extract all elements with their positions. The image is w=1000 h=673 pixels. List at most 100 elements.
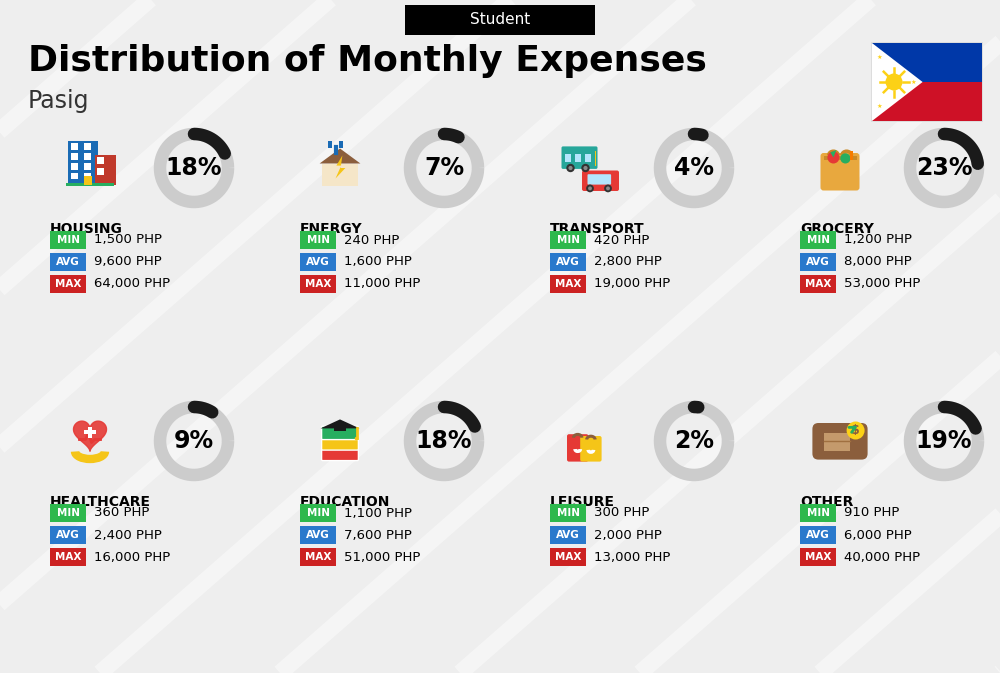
FancyBboxPatch shape bbox=[580, 436, 602, 462]
Text: AVG: AVG bbox=[56, 257, 80, 267]
Polygon shape bbox=[830, 150, 836, 157]
Text: 420 PHP: 420 PHP bbox=[594, 234, 649, 246]
FancyBboxPatch shape bbox=[50, 232, 86, 249]
Bar bbox=[328, 141, 332, 147]
Text: Distribution of Monthly Expenses: Distribution of Monthly Expenses bbox=[28, 44, 707, 78]
FancyBboxPatch shape bbox=[50, 548, 86, 566]
FancyBboxPatch shape bbox=[550, 253, 586, 271]
FancyBboxPatch shape bbox=[550, 548, 586, 566]
Text: MAX: MAX bbox=[55, 279, 81, 289]
Bar bbox=[68, 141, 98, 184]
Bar bbox=[71, 153, 78, 160]
Bar bbox=[824, 156, 857, 160]
FancyBboxPatch shape bbox=[300, 548, 336, 566]
Bar bbox=[850, 151, 853, 160]
Text: 1,600 PHP: 1,600 PHP bbox=[344, 256, 412, 269]
Text: MAX: MAX bbox=[305, 552, 331, 562]
FancyBboxPatch shape bbox=[50, 526, 86, 544]
FancyBboxPatch shape bbox=[50, 275, 86, 293]
Text: 1,200 PHP: 1,200 PHP bbox=[844, 234, 912, 246]
Text: 2,400 PHP: 2,400 PHP bbox=[94, 528, 162, 542]
Bar bbox=[872, 82, 982, 121]
Text: MIN: MIN bbox=[306, 508, 330, 518]
FancyBboxPatch shape bbox=[405, 5, 595, 35]
Circle shape bbox=[355, 437, 358, 440]
FancyBboxPatch shape bbox=[300, 275, 336, 293]
Text: 2,800 PHP: 2,800 PHP bbox=[594, 256, 662, 269]
Circle shape bbox=[588, 186, 592, 190]
Circle shape bbox=[847, 421, 865, 439]
FancyBboxPatch shape bbox=[567, 434, 588, 462]
Text: 9%: 9% bbox=[174, 429, 214, 453]
Circle shape bbox=[586, 184, 594, 192]
Text: 16,000 PHP: 16,000 PHP bbox=[94, 551, 170, 563]
Bar bbox=[84, 143, 91, 149]
Text: AVG: AVG bbox=[806, 257, 830, 267]
Text: 8,000 PHP: 8,000 PHP bbox=[844, 256, 912, 269]
Text: MIN: MIN bbox=[556, 235, 580, 245]
Circle shape bbox=[827, 151, 839, 164]
Text: GROCERY: GROCERY bbox=[800, 222, 874, 236]
Circle shape bbox=[568, 166, 573, 170]
Polygon shape bbox=[872, 43, 923, 121]
Text: TRANSPORT: TRANSPORT bbox=[550, 222, 645, 236]
Bar bbox=[334, 427, 346, 431]
Circle shape bbox=[886, 73, 903, 90]
Text: 9,600 PHP: 9,600 PHP bbox=[94, 256, 162, 269]
Text: EDUCATION: EDUCATION bbox=[300, 495, 390, 509]
FancyBboxPatch shape bbox=[322, 437, 358, 450]
Polygon shape bbox=[336, 155, 345, 178]
Polygon shape bbox=[74, 421, 106, 451]
Bar bbox=[88, 427, 92, 438]
Text: HEALTHCARE: HEALTHCARE bbox=[50, 495, 151, 509]
Text: 6,000 PHP: 6,000 PHP bbox=[844, 528, 912, 542]
Text: MAX: MAX bbox=[555, 552, 581, 562]
Bar bbox=[84, 429, 96, 434]
Text: AVG: AVG bbox=[556, 257, 580, 267]
FancyBboxPatch shape bbox=[821, 153, 860, 190]
FancyBboxPatch shape bbox=[588, 174, 611, 184]
Text: 4%: 4% bbox=[674, 156, 714, 180]
Text: MIN: MIN bbox=[806, 235, 830, 245]
FancyBboxPatch shape bbox=[322, 426, 358, 439]
Text: 51,000 PHP: 51,000 PHP bbox=[344, 551, 420, 563]
Circle shape bbox=[566, 164, 575, 172]
FancyBboxPatch shape bbox=[582, 170, 619, 191]
Bar bbox=[97, 168, 104, 174]
Text: ENERGY: ENERGY bbox=[300, 222, 363, 236]
Text: 23%: 23% bbox=[916, 156, 972, 180]
Text: LEISURE: LEISURE bbox=[550, 495, 615, 509]
FancyBboxPatch shape bbox=[800, 275, 836, 293]
Text: MIN: MIN bbox=[556, 508, 580, 518]
FancyBboxPatch shape bbox=[562, 147, 598, 169]
Text: 7,600 PHP: 7,600 PHP bbox=[344, 528, 412, 542]
Text: 40,000 PHP: 40,000 PHP bbox=[844, 551, 920, 563]
FancyBboxPatch shape bbox=[300, 526, 336, 544]
FancyBboxPatch shape bbox=[800, 548, 836, 566]
Text: 11,000 PHP: 11,000 PHP bbox=[344, 277, 420, 291]
Text: 2,000 PHP: 2,000 PHP bbox=[594, 528, 662, 542]
FancyBboxPatch shape bbox=[300, 232, 336, 249]
Circle shape bbox=[581, 164, 590, 172]
FancyBboxPatch shape bbox=[812, 423, 868, 460]
Text: ★: ★ bbox=[876, 55, 882, 59]
Text: AVG: AVG bbox=[556, 530, 580, 540]
Circle shape bbox=[606, 186, 610, 190]
Bar bbox=[71, 163, 78, 170]
Bar bbox=[94, 155, 116, 184]
Text: MAX: MAX bbox=[555, 279, 581, 289]
Bar bbox=[339, 141, 343, 147]
FancyBboxPatch shape bbox=[50, 253, 86, 271]
Text: ★: ★ bbox=[876, 104, 882, 110]
Text: Pasig: Pasig bbox=[28, 89, 90, 113]
Text: AVG: AVG bbox=[306, 530, 330, 540]
Bar bbox=[585, 153, 591, 162]
FancyBboxPatch shape bbox=[800, 253, 836, 271]
FancyBboxPatch shape bbox=[322, 447, 358, 460]
Bar bbox=[872, 43, 982, 82]
Text: 240 PHP: 240 PHP bbox=[344, 234, 399, 246]
Text: ★: ★ bbox=[911, 79, 917, 85]
Text: AVG: AVG bbox=[56, 530, 80, 540]
Bar bbox=[84, 163, 91, 170]
FancyBboxPatch shape bbox=[800, 232, 836, 249]
